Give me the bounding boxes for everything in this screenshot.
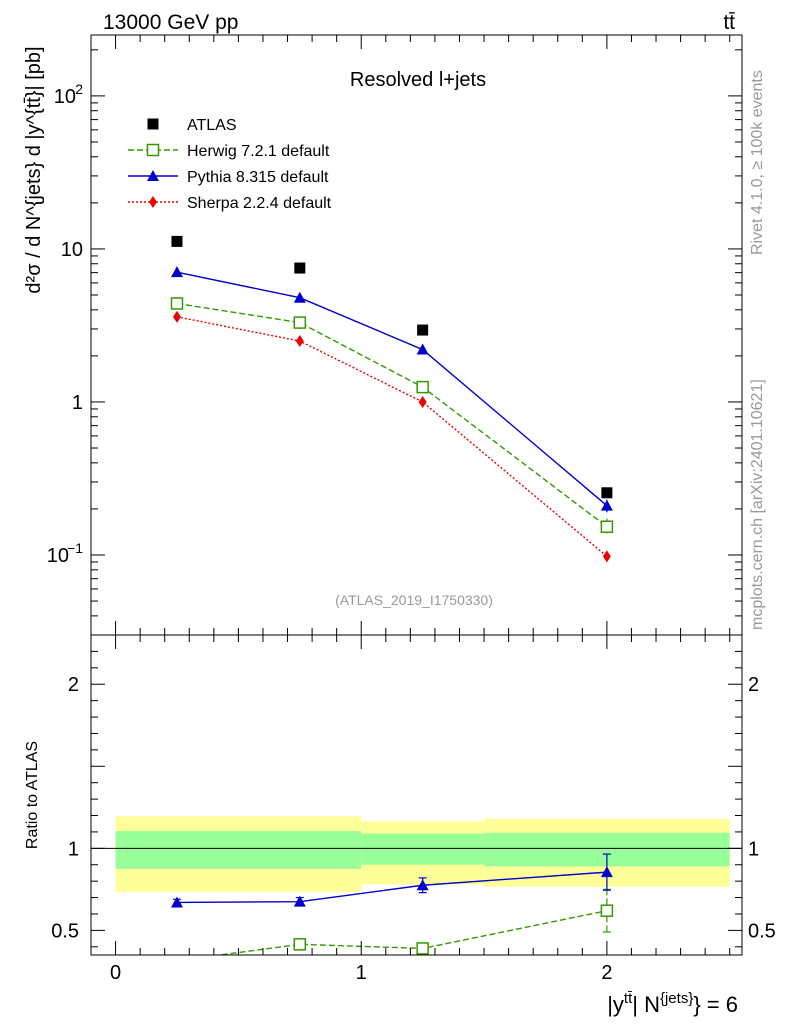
uncertainty-band-green bbox=[361, 833, 485, 865]
y-axis-label: d²σ / d N^{jets} d |y^{tt̄}| [pb] bbox=[23, 46, 45, 293]
ratio-point bbox=[416, 879, 429, 891]
data-point bbox=[172, 310, 181, 323]
data-point bbox=[170, 297, 184, 310]
data-point bbox=[293, 316, 307, 329]
data-point bbox=[416, 343, 429, 355]
legend-marker bbox=[147, 118, 159, 130]
y-tick-exponent: −1 bbox=[67, 540, 83, 556]
y-tick-exponent: 2 bbox=[75, 81, 83, 97]
data-point bbox=[295, 335, 304, 348]
ratio-point bbox=[293, 895, 306, 907]
legend-label: Herwig 7.2.1 default bbox=[187, 143, 330, 160]
ratio-panel: 0.5 0.5 1 1 2 2 0 1 2 Ratio to ATLAS |ytt̄| N{jets… bbox=[24, 634, 776, 1017]
data-point bbox=[417, 324, 429, 336]
ratio-point bbox=[293, 938, 307, 951]
data-point bbox=[170, 266, 183, 278]
ratio-point bbox=[600, 904, 614, 917]
ratio-y-tick-label-right: 2 bbox=[748, 674, 759, 696]
x-tick-label: 2 bbox=[601, 962, 612, 984]
analysis-watermark: (ATLAS_2019_I1750330) bbox=[335, 592, 493, 608]
data-point bbox=[171, 235, 183, 247]
series-line-1 bbox=[176, 302, 608, 528]
ratio-line-1 bbox=[176, 871, 607, 904]
y-tick-label: 10 bbox=[47, 545, 69, 567]
legend-label: Pythia 8.315 default bbox=[187, 169, 329, 186]
mcplots-reference-label: mcplots.cern.ch [arXiv:2401.10621] bbox=[749, 379, 766, 630]
ratio-line-0 bbox=[214, 910, 608, 955]
rivet-version-label: Rivet 4.1.0, ≥ 100k events bbox=[749, 70, 766, 255]
ratio-point bbox=[416, 942, 429, 955]
ratio-y-tick-label-right: 1 bbox=[748, 838, 759, 860]
y-tick-label: 10 bbox=[61, 239, 83, 261]
legend-marker bbox=[149, 196, 157, 208]
data-point bbox=[416, 380, 429, 394]
ratio-y-tick-label: 2 bbox=[68, 674, 79, 696]
chart-title: Resolved l+jets bbox=[350, 69, 486, 91]
data-point bbox=[418, 395, 427, 408]
header-process-label: tt̄ bbox=[723, 11, 735, 34]
legend-label: Sherpa 2.2.4 default bbox=[187, 195, 332, 212]
y-tick-label: 1 bbox=[72, 392, 83, 414]
ratio-y-tick-label: 0.5 bbox=[51, 920, 79, 942]
ratio-y-axis-label: Ratio to ATLAS bbox=[24, 741, 41, 849]
legend-marker bbox=[147, 170, 159, 181]
x-tick-label: 0 bbox=[110, 962, 121, 984]
x-axis-label: |ytt̄| N{jets}} = 6 bbox=[607, 990, 738, 1017]
data-point bbox=[601, 487, 613, 499]
x-tick-label: 1 bbox=[356, 962, 367, 984]
y-tick-label: 10 bbox=[54, 86, 76, 108]
data-point bbox=[602, 550, 611, 563]
ratio-point bbox=[170, 954, 184, 955]
legend-marker bbox=[146, 143, 160, 157]
series-line-3 bbox=[176, 316, 608, 557]
ratio-point bbox=[600, 866, 613, 878]
data-point bbox=[294, 262, 306, 274]
header-energy-label: 13000 GeV pp bbox=[103, 11, 238, 34]
legend-label: ATLAS bbox=[187, 117, 237, 134]
ratio-frame bbox=[90, 634, 743, 956]
data-point bbox=[600, 520, 614, 533]
ratio-y-tick-label-right: 0.5 bbox=[748, 920, 776, 942]
ratio-y-tick-label: 1 bbox=[68, 838, 79, 860]
data-point bbox=[293, 291, 306, 303]
ratio-point bbox=[170, 896, 183, 908]
data-point bbox=[600, 499, 613, 511]
uncertainty-band-green bbox=[115, 831, 362, 869]
series-line-2 bbox=[176, 271, 608, 507]
